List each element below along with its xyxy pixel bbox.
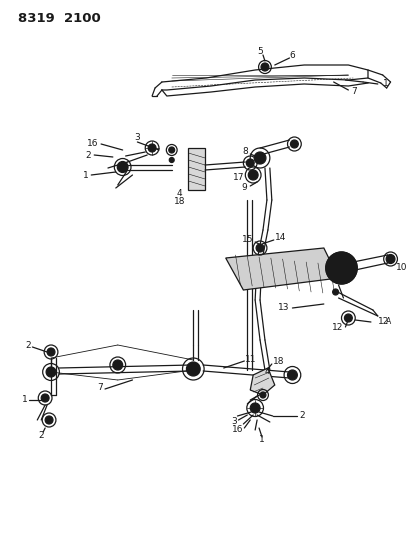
Text: 7: 7 — [97, 384, 103, 392]
Circle shape — [169, 147, 175, 153]
Text: 1: 1 — [383, 79, 388, 88]
Circle shape — [246, 159, 254, 167]
Circle shape — [117, 161, 128, 173]
Circle shape — [261, 63, 269, 71]
Text: 4: 4 — [264, 367, 270, 376]
Circle shape — [45, 416, 53, 424]
Text: 10: 10 — [395, 263, 407, 272]
Text: 2: 2 — [38, 431, 44, 440]
Text: 12: 12 — [332, 324, 344, 333]
Circle shape — [47, 348, 55, 356]
Text: 1: 1 — [259, 435, 265, 445]
Circle shape — [248, 170, 258, 180]
Circle shape — [46, 367, 56, 377]
Text: A: A — [386, 318, 391, 327]
Text: 2: 2 — [299, 410, 305, 419]
Circle shape — [288, 370, 297, 380]
Circle shape — [186, 362, 200, 376]
Text: 7: 7 — [351, 87, 357, 96]
Text: 1: 1 — [82, 171, 88, 180]
Text: 8319  2100: 8319 2100 — [18, 12, 100, 25]
Circle shape — [333, 289, 339, 295]
Circle shape — [41, 394, 49, 402]
Polygon shape — [250, 368, 275, 395]
Text: 13: 13 — [278, 303, 290, 312]
Text: 18: 18 — [273, 358, 284, 367]
Circle shape — [335, 261, 348, 275]
Circle shape — [254, 152, 266, 164]
Text: 3: 3 — [135, 133, 140, 142]
Circle shape — [250, 403, 260, 413]
Text: 9: 9 — [242, 182, 247, 191]
Text: 15: 15 — [242, 236, 253, 245]
Text: 3: 3 — [232, 417, 237, 426]
Text: 4: 4 — [177, 190, 182, 198]
Circle shape — [330, 256, 353, 280]
Text: 17: 17 — [233, 174, 244, 182]
Text: 5: 5 — [257, 47, 263, 56]
Circle shape — [344, 314, 352, 322]
Text: 16: 16 — [86, 140, 98, 149]
Text: 2: 2 — [86, 150, 91, 159]
Circle shape — [113, 360, 123, 370]
Bar — [188, 148, 205, 190]
Circle shape — [148, 144, 156, 152]
Text: 14: 14 — [275, 233, 286, 243]
Text: 2: 2 — [26, 341, 31, 350]
Circle shape — [260, 392, 266, 398]
Text: 6: 6 — [290, 52, 295, 61]
Circle shape — [169, 157, 174, 163]
Polygon shape — [226, 248, 339, 290]
Text: 8: 8 — [242, 148, 248, 157]
Text: 18: 18 — [174, 198, 185, 206]
Text: 1: 1 — [22, 395, 27, 405]
Text: 11: 11 — [245, 356, 257, 365]
Circle shape — [339, 265, 344, 271]
Circle shape — [386, 254, 395, 263]
Text: 12: 12 — [378, 318, 389, 327]
Circle shape — [290, 140, 298, 148]
Text: 16: 16 — [232, 425, 243, 434]
Circle shape — [256, 244, 264, 252]
Circle shape — [326, 252, 357, 284]
